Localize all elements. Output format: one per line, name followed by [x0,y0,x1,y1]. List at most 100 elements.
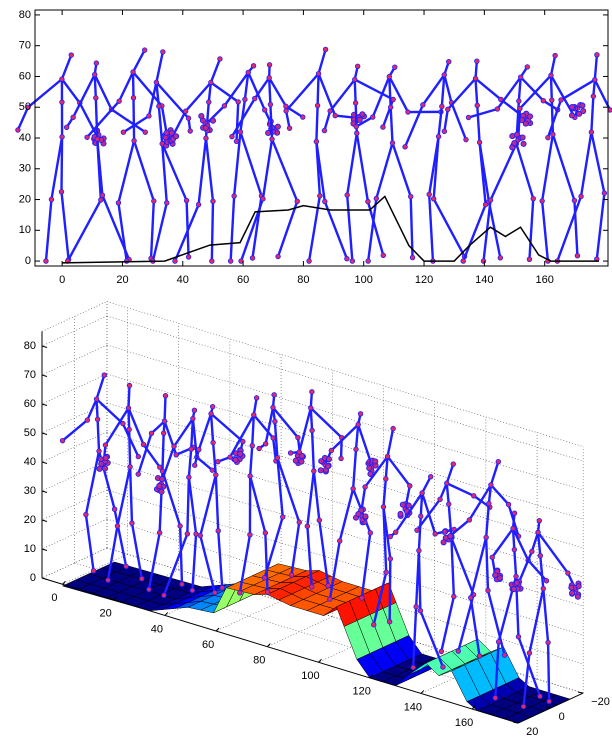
joint [120,420,126,427]
joint [93,60,100,66]
joint [161,418,168,424]
limb [217,530,224,588]
limb [84,450,101,515]
joint [309,427,315,434]
limb [476,105,481,143]
joint [105,577,111,583]
joint [465,114,472,121]
limb [130,522,144,579]
joint [296,519,302,525]
z-tick-label: 30 [24,485,36,497]
z-tick-label: 80 [24,340,36,352]
limb [517,77,522,102]
limb [419,492,424,517]
joint [430,196,437,202]
limb [346,133,358,196]
limb [357,424,372,462]
hand-blob [569,103,576,111]
limb [437,106,444,137]
z-tick-label: 10 [24,543,36,555]
joint [408,193,414,200]
limb [469,537,488,599]
x-tick-label: 100 [301,670,319,682]
limb [474,61,479,79]
limb [210,81,239,103]
hand-blob [324,463,332,470]
joint [192,462,198,468]
joint [417,608,424,614]
joint [114,523,121,529]
joint [219,585,225,591]
z-tick [41,403,48,406]
x-tick-label: 120 [415,274,433,286]
joint [526,256,533,263]
hand-blob [97,456,104,463]
limb [95,374,106,400]
joint [505,501,512,508]
hand-blob [522,120,529,127]
limb [388,76,410,113]
hand-blob [569,589,576,597]
limb [290,522,301,576]
joint [267,101,274,108]
joint [256,445,262,452]
x-tick-label: 140 [404,701,422,713]
joint [58,189,65,195]
limb [310,430,316,472]
limb [196,456,214,472]
limb [438,482,448,500]
joint [308,405,314,411]
limb [432,136,440,199]
joint [472,75,479,82]
hand-blob [159,476,166,483]
joint [160,430,167,436]
joint [460,258,466,264]
limb [440,74,446,107]
limb [86,398,98,421]
limb [230,97,256,138]
joint [322,46,329,53]
limb [391,142,412,197]
joint [84,417,91,423]
joint [409,254,416,261]
limb [239,131,263,197]
limb [522,652,531,707]
joint [517,74,524,80]
joint [387,104,394,110]
x-tick-label: 60 [237,274,249,286]
z-tick [41,461,48,464]
limb [417,550,422,611]
limb [469,597,481,657]
limb [243,72,250,100]
limb [96,139,104,196]
limb [273,421,279,458]
limb [317,49,327,75]
joint [262,530,269,536]
joint [260,196,266,202]
limb [595,192,606,260]
joint [511,510,518,516]
joint [245,69,251,76]
limb [389,107,394,144]
limb [540,200,550,262]
grid-line [106,460,584,607]
limb [117,202,128,262]
joint [384,453,391,460]
joint [444,480,450,486]
x-tick-label: 80 [253,655,265,667]
joint [327,596,333,602]
joint [190,415,196,422]
hand-blob [520,140,527,147]
joint [337,538,343,544]
limb [484,537,490,591]
limb [60,191,70,260]
joint [102,442,109,448]
limb [312,470,321,521]
limb [351,449,358,489]
limb [199,474,217,536]
limb [223,71,250,107]
joint [94,136,100,142]
limb [93,74,113,110]
joint [253,395,260,401]
limb [96,419,101,452]
